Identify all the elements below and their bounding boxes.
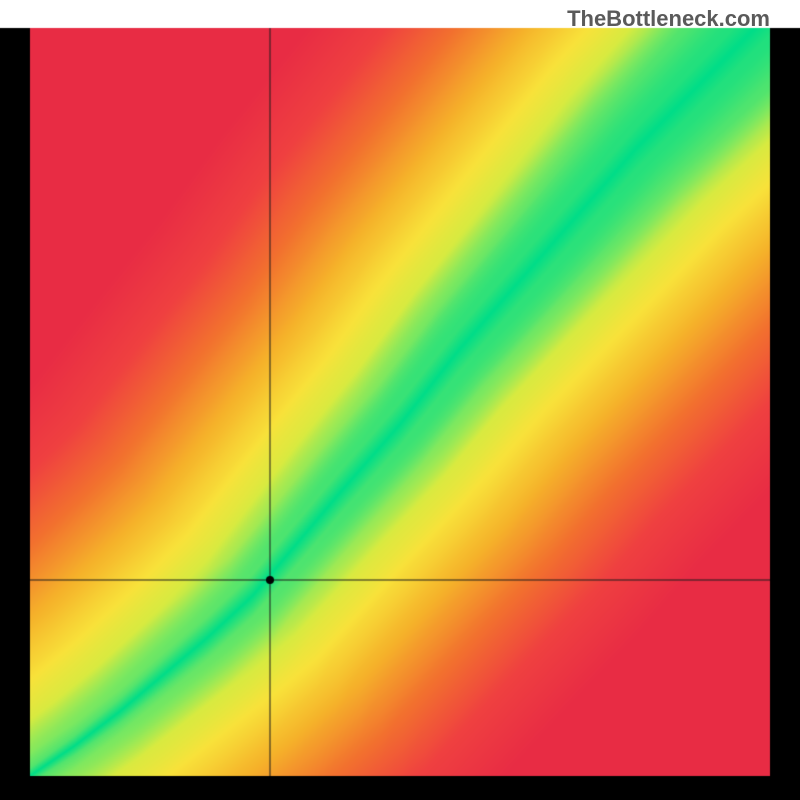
- watermark-label: TheBottleneck.com: [567, 6, 770, 32]
- bottleneck-heatmap: [0, 0, 800, 800]
- chart-wrapper: TheBottleneck.com: [0, 0, 800, 800]
